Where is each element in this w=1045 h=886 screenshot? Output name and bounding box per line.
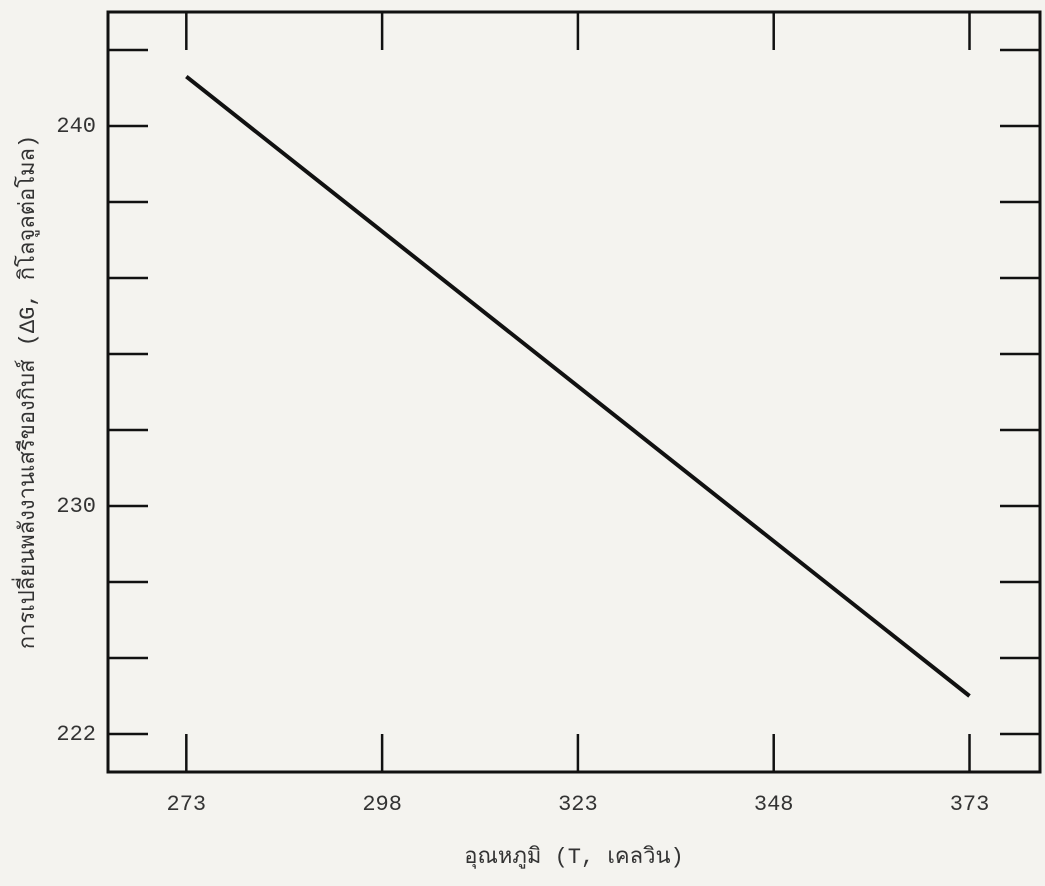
x-tick-label: 323 <box>558 792 598 817</box>
x-tick-label: 373 <box>950 792 990 817</box>
y-tick-label: 240 <box>56 114 96 139</box>
y-tick-label: 222 <box>56 722 96 747</box>
x-tick-label: 298 <box>362 792 402 817</box>
data-line <box>186 77 969 696</box>
x-tick-label: 273 <box>167 792 207 817</box>
x-tick-label: 348 <box>754 792 794 817</box>
y-axis-label: การเปลี่ยนพลังงานเสรีของกิบส์ (ΔG, กิโลจ… <box>11 135 41 649</box>
x-axis-label: อุณหภูมิ (T, เคลวิน) <box>464 845 683 870</box>
y-tick-label: 230 <box>56 494 96 519</box>
chart: อุณหภูมิ (T, เคลวิน) การเปลี่ยนพลังงานเส… <box>0 0 1045 886</box>
